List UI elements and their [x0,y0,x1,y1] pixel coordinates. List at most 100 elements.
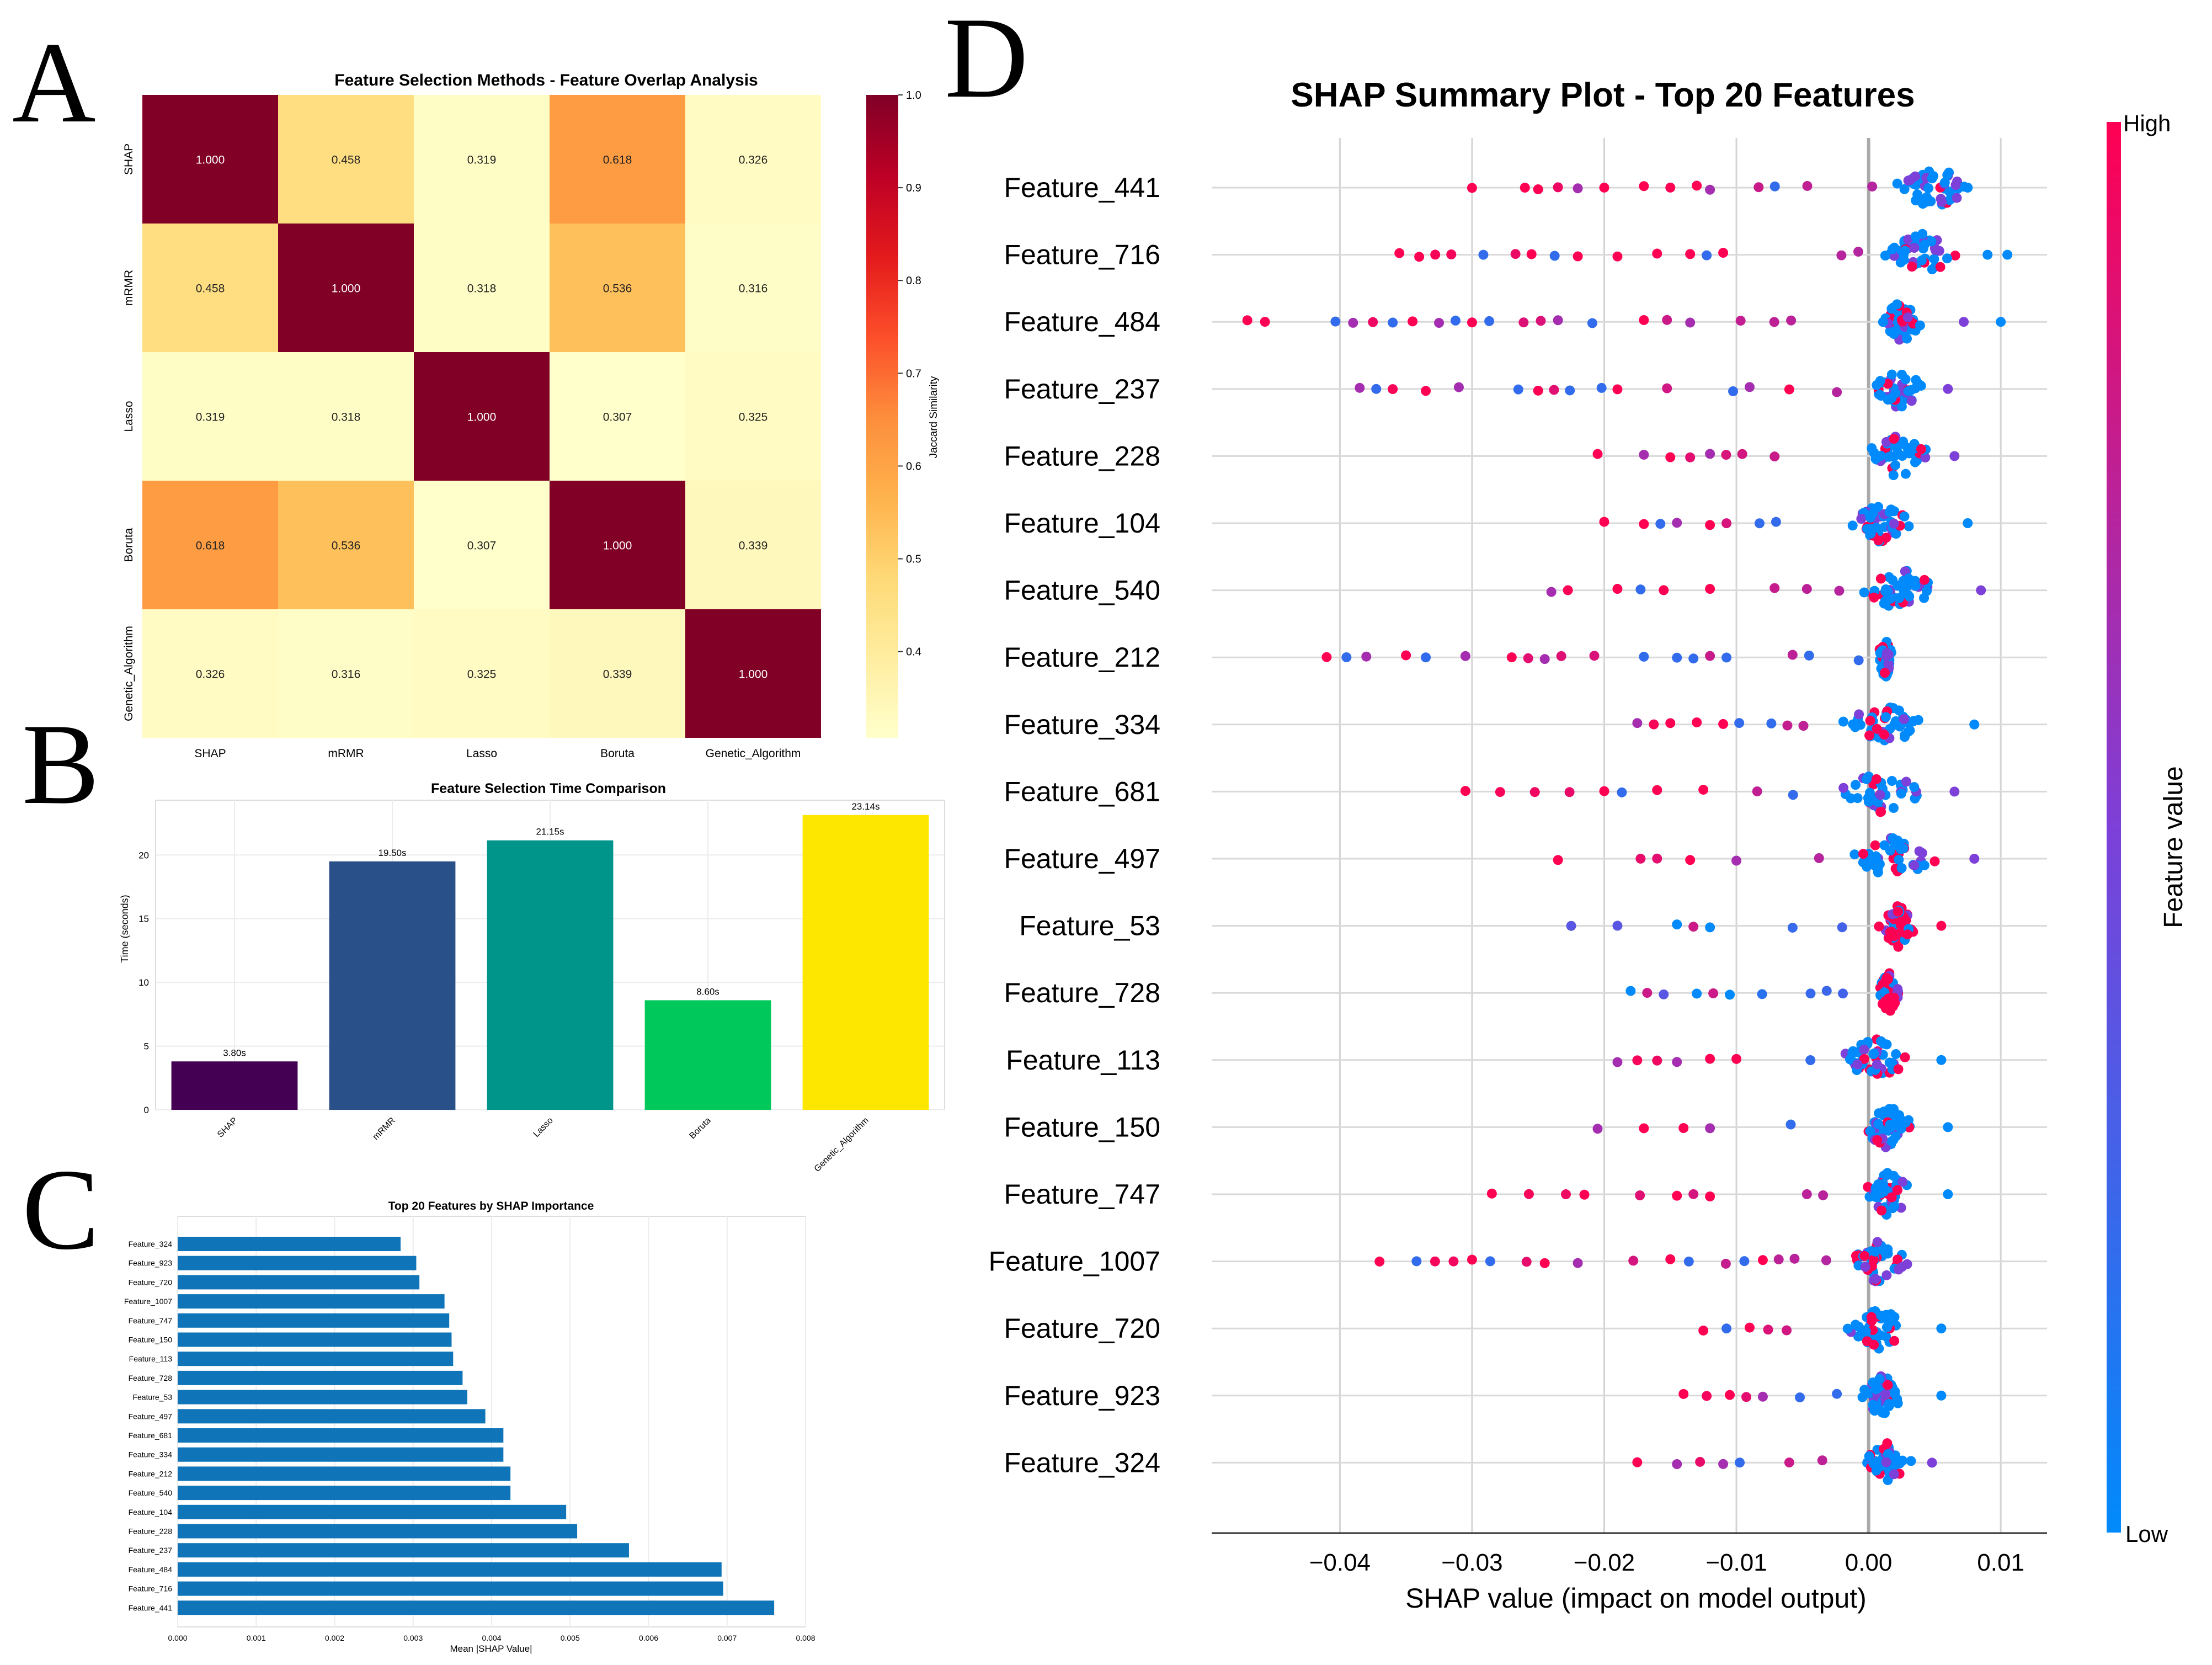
feature-row-label: Feature_747 [1004,1179,1160,1210]
shap-point [1912,193,1923,204]
shap-point [1685,317,1696,328]
shap-point [1467,1254,1477,1265]
shap-point [1486,1188,1497,1199]
shap-point [1484,316,1495,326]
heatmap-cell [142,481,278,609]
shap-point [1553,182,1563,193]
shap-point [1708,988,1719,998]
shap-point [1969,719,1980,730]
importance-bar [178,1409,486,1424]
heatmap-cell [414,352,550,481]
importance-ytick-label: Feature_228 [129,1527,173,1536]
heatmap-cell-value: 0.458 [332,154,361,167]
shap-point [1869,1406,1880,1416]
shap-point [1678,1389,1689,1399]
shap-point [1617,787,1627,797]
heatmap-cell-value: 1.000 [739,668,768,681]
shap-point [1737,449,1747,459]
shap-point [1936,194,1946,204]
heatmap-col-label: Genetic_Algorithm [706,747,801,760]
importance-bar [178,1447,504,1462]
shap-point [1874,921,1884,932]
shap-point [1450,315,1461,326]
shap-point [1330,316,1341,327]
shap-point [1485,1256,1495,1267]
importance-ytick-label: Feature_747 [129,1316,173,1325]
time-bar [329,861,456,1110]
shap-point [1870,1274,1881,1284]
shap-point [1884,1398,1894,1409]
time-bar [171,1061,298,1110]
heatmap-cell-value: 0.307 [603,411,632,424]
time-chart-ytick-label: 20 [138,850,149,860]
shap-point [1612,384,1623,395]
shap-point [1877,1407,1888,1418]
shap-point [1655,519,1666,529]
shap-point [1929,856,1940,866]
shap-point [1769,583,1780,593]
shap-point [1899,511,1910,522]
shap-point [1890,836,1901,847]
summary-xtick-label: −0.01 [1705,1549,1767,1576]
heatmap-row-label: SHAP [122,143,135,175]
shap-point [1881,1170,1891,1180]
time-bar-value-label: 23.14s [851,801,880,812]
importance-xtick-label: 0.006 [639,1634,658,1642]
heatmap-cell [550,224,685,352]
shap-point [1870,454,1881,464]
shap-point [1635,1190,1645,1201]
shap-point [1916,444,1926,454]
shap-point [1963,518,1973,528]
shap-point [1909,860,1920,870]
shap-point [1401,650,1411,661]
shap-point [1890,1111,1901,1122]
time-bar-value-label: 8.60s [696,986,719,997]
shap-point [1539,654,1550,664]
shap-point [1731,855,1742,866]
shap-point [1880,712,1891,722]
heatmap-row-label: Lasso [122,401,135,432]
colorbar-tick-label: 0.5 [906,554,921,566]
shap-point [1692,988,1702,999]
heatmap-cell-value: 0.318 [467,283,497,295]
heatmap-cell [278,224,414,352]
shap-point [1861,774,1872,784]
shap-point [1388,317,1398,328]
shap-point [1672,518,1682,528]
shap-point [1904,521,1914,531]
shap-point [1847,520,1858,531]
shap-point [1672,1459,1682,1470]
shap-point [1883,1449,1893,1459]
heatmap-cell [142,95,278,224]
shap-point [1864,788,1875,798]
shap-point [1757,989,1767,999]
summary-colorbar [2107,122,2121,1533]
heatmap-cell-value: 0.536 [603,283,632,295]
heatmap-cell-value: 0.339 [603,668,632,681]
shap-point [1893,906,1904,917]
shap-point [1685,452,1696,462]
shap-point [1838,988,1848,999]
shap-point [1859,587,1869,598]
feature-row-label: Feature_1007 [989,1246,1160,1277]
shap-point [1804,650,1814,661]
importance-xtick-label: 0.000 [168,1634,187,1642]
shap-point [1573,1258,1583,1268]
shap-point [1874,1108,1884,1119]
shap-point [1865,1126,1875,1136]
shap-point [1635,853,1646,864]
shap-point [1735,316,1746,326]
shap-point [1662,383,1672,393]
time-bar [802,815,929,1110]
importance-chart-title: Top 20 Features by SHAP Importance [388,1200,594,1212]
shap-point [1881,437,1891,447]
importance-xtick-label: 0.007 [717,1634,737,1642]
shap-point [1897,1455,1907,1466]
shap-point [1949,451,1960,461]
shap-point [1705,584,1715,594]
shap-point [1430,249,1441,260]
importance-ytick-label: Feature_104 [129,1508,173,1517]
heatmap-cell [142,609,278,738]
feature-row-label: Feature_540 [1004,575,1160,606]
